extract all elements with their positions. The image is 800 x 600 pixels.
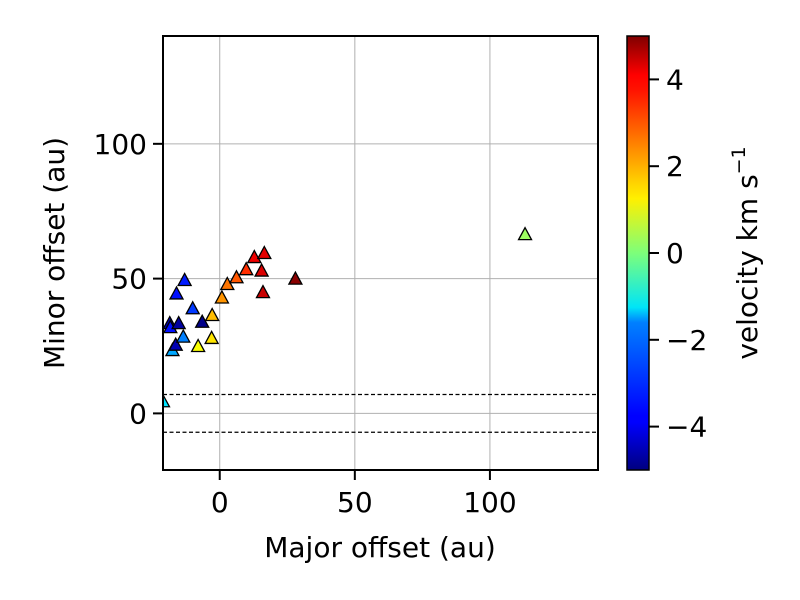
data-point	[168, 285, 185, 300]
data-point	[163, 393, 171, 408]
grid-lines	[163, 36, 598, 470]
data-point	[177, 272, 193, 287]
data-point	[168, 336, 184, 351]
data-point	[204, 307, 220, 322]
data-point	[228, 269, 245, 284]
colorbar-ticks: 4 2 0 −2 −4	[649, 63, 707, 444]
data-point	[246, 249, 262, 264]
data-point	[194, 313, 210, 328]
data-point	[238, 261, 254, 276]
y-axis-label: Minor offset (au)	[38, 137, 71, 369]
data-point	[190, 338, 206, 353]
data-point	[214, 289, 230, 304]
x-axis-ticks: 0 50 100	[211, 470, 517, 519]
data-point	[517, 226, 533, 241]
reference-lines	[163, 393, 598, 433]
plot-frame	[162, 35, 599, 471]
data-point	[219, 276, 235, 291]
data-point	[287, 270, 303, 285]
y-tick-label: 100	[94, 128, 147, 161]
data-point	[204, 330, 220, 345]
data-point	[171, 315, 187, 330]
data-point	[256, 245, 272, 260]
colorbar-gradient	[626, 35, 650, 471]
x-tick-label: 0	[211, 486, 229, 519]
data-point	[175, 328, 191, 343]
y-axis-ticks: 0 50 100	[94, 128, 163, 430]
plot-area: 0 50 100 0 50 100	[94, 35, 599, 519]
data-points	[163, 226, 533, 408]
colorbar-tick-label: 2	[666, 150, 684, 183]
colorbar-tick-label: 0	[666, 237, 684, 270]
x-tick-label: 100	[463, 486, 516, 519]
colorbar-tick-label: 4	[666, 63, 684, 96]
y-tick-label: 0	[129, 397, 147, 430]
x-axis-label: Major offset (au)	[264, 531, 496, 564]
colorbar: 4 2 0 −2 −4 velocity km s−1	[626, 35, 764, 471]
colorbar-label: velocity km s−1	[728, 146, 764, 359]
data-point	[254, 262, 270, 277]
x-tick-label: 50	[337, 486, 373, 519]
data-point	[255, 284, 271, 299]
colorbar-tick-label: −4	[666, 411, 707, 444]
data-point	[185, 300, 201, 315]
y-tick-label: 50	[111, 263, 147, 296]
colorbar-tick-label: −2	[666, 324, 707, 357]
